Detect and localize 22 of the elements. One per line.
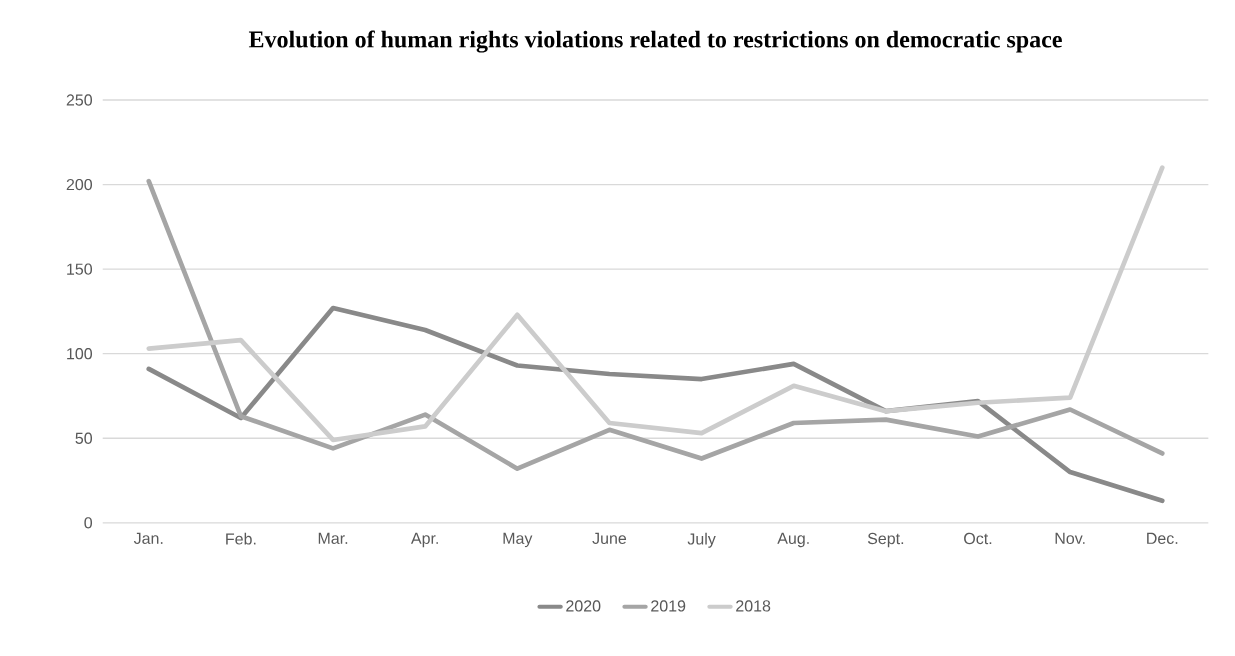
- y-tick-label: 100: [67, 347, 93, 360]
- y-tick-label: 50: [75, 432, 93, 444]
- x-tick-label: Oct.: [964, 532, 992, 545]
- x-tick-label: June: [592, 532, 627, 544]
- x-tick-label: Feb.: [226, 532, 256, 545]
- chart-title: Evolution of human rights violations related to restrictions on democratic space: [248, 30, 1062, 53]
- legend-label: 2020: [566, 600, 601, 612]
- x-tick-label: Mar.: [318, 532, 348, 544]
- x-tick-label: Aug.: [777, 532, 809, 548]
- y-tick-label: 0: [84, 517, 93, 529]
- legend-label: 2019: [651, 600, 686, 612]
- y-tick-label: 200: [66, 178, 93, 191]
- y-tick-label: 250: [66, 94, 93, 106]
- x-tick-label: May: [503, 532, 533, 548]
- x-tick-label: Sept.: [867, 532, 904, 548]
- legend-label: 2018: [736, 600, 771, 612]
- x-tick-label: Jan.: [133, 532, 163, 544]
- y-tick-label: 150: [67, 263, 93, 275]
- x-tick-label: Dec.: [1147, 532, 1178, 544]
- x-tick-label: Nov.: [1055, 532, 1085, 544]
- x-tick-label: Apr.: [410, 532, 438, 548]
- x-tick-label: July: [687, 532, 716, 548]
